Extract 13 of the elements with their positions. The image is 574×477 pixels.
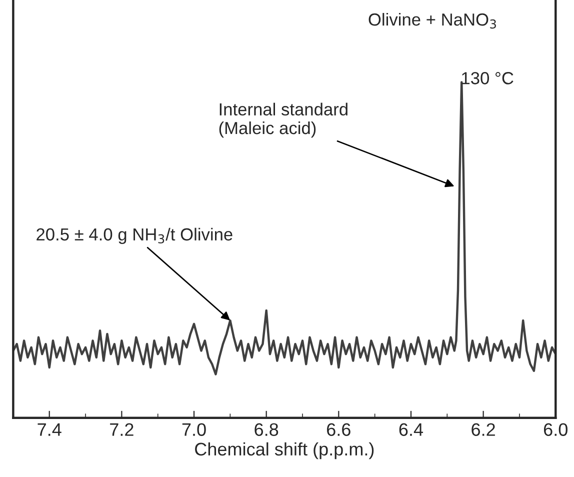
x-tick-label: 7.0 [182, 423, 206, 436]
annotation: 20.5 ± 4.0 g NH$_{3}$/t Olivine [36, 228, 232, 244]
x-tick-label: 7.4 [38, 423, 62, 436]
x-tick-label: 6.8 [254, 423, 278, 436]
x-tick-label: 6.6 [327, 423, 350, 436]
x-axis-title: Chemical shift (p.p.m.) [195, 442, 374, 460]
x-tick-label: 6.0 [544, 423, 568, 436]
x-tick-label: 6.2 [472, 423, 495, 436]
x-tick-label: 7.2 [110, 423, 134, 436]
annotation: 130 °C [462, 72, 514, 84]
x-tick-label: 6.4 [399, 423, 424, 436]
text: Olivine + NaNO$_{3}$ [368, 12, 496, 29]
annotation: Internal standard (Maleic acid) [219, 102, 348, 138]
